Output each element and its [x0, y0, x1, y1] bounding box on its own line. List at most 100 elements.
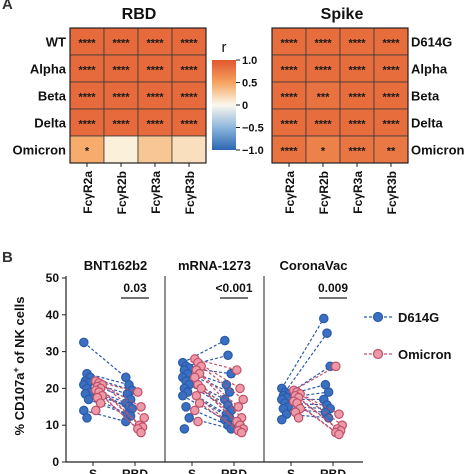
p-value-label: 0.03 — [123, 281, 147, 295]
rbd-significance: **** — [180, 38, 198, 50]
spike-significance: **** — [314, 65, 332, 77]
rbd-cell — [171, 108, 207, 137]
point-omicron-rbd — [233, 401, 244, 412]
rbd-cell — [103, 27, 139, 56]
spike-cell — [339, 108, 375, 137]
scatter-x-tick-label: RBD — [221, 467, 247, 474]
pair-line-omicron — [197, 362, 241, 389]
point-d614g-rbd — [323, 387, 334, 397]
panel-b-label: B — [2, 249, 13, 266]
point-omicron-rbd — [238, 394, 248, 405]
spike-frame — [271, 27, 409, 164]
p-value-label: <0.001 — [215, 281, 252, 295]
rbd-significance: **** — [112, 65, 130, 77]
pair-line-omicron — [200, 365, 244, 400]
p-value-label: 0.009 — [318, 281, 348, 295]
colorbar-label: r — [222, 39, 227, 56]
colorbar: r 1.0 0.5 0 −0.5 −1.0 — [212, 39, 264, 157]
rbd-row-label: Beta — [38, 89, 67, 104]
spike-significance: **** — [314, 38, 332, 50]
scatter-x-tick-label: RBD — [122, 467, 148, 474]
spike-row-label: Alpha — [411, 62, 448, 77]
rbd-significance: **** — [112, 119, 130, 131]
spike-significance: * — [321, 146, 326, 158]
scatter-y-tick-label: 10 — [46, 418, 60, 432]
pair-line-d614g — [281, 318, 325, 389]
pair-line-d614g — [184, 387, 227, 415]
rbd-cell — [103, 108, 139, 137]
pair-line-omicron — [95, 389, 139, 430]
pair-line-omicron — [199, 402, 242, 434]
colorbar-tick-label: 1.0 — [242, 55, 257, 67]
spike-significance: *** — [317, 92, 331, 104]
rbd-significance: **** — [78, 65, 96, 77]
point-omicron-s — [196, 383, 206, 394]
pair-line-omicron — [296, 402, 340, 435]
rbd-row-label: WT — [46, 35, 66, 50]
rbd-cell — [103, 54, 139, 83]
spike-heatmap-title: Spike — [321, 6, 364, 23]
colorbar-gradient — [212, 60, 236, 150]
spike-significance: **** — [348, 38, 366, 50]
point-omicron-rbd — [334, 429, 344, 440]
legend-label: Omicron — [398, 347, 452, 362]
scatter-group-title: BNT162b2 — [84, 258, 148, 273]
point-d614g-s — [79, 337, 89, 348]
spike-col-label: FcγR3b — [385, 171, 399, 214]
rbd-heatmap-title: RBD — [122, 6, 157, 23]
spike-significance: ** — [387, 146, 396, 158]
pair-line-omicron — [96, 386, 140, 426]
spike-significance: **** — [348, 65, 366, 77]
colorbar-tick-label: −1.0 — [242, 145, 264, 157]
spike-cell — [305, 81, 341, 110]
spike-significance: **** — [382, 65, 400, 77]
pair-line-d614g — [83, 341, 127, 378]
spike-cell — [305, 135, 341, 164]
spike-significance: **** — [280, 38, 298, 50]
spike-significance: **** — [348, 119, 366, 131]
spike-significance: **** — [280, 119, 298, 131]
scatter-x-tick-label: S — [89, 467, 97, 474]
point-d614g-s — [83, 394, 94, 405]
point-d614g-s — [184, 413, 194, 423]
rbd-significance: **** — [78, 92, 96, 104]
spike-row-label: Beta — [411, 89, 440, 104]
rbd-col-label: FcγR3a — [149, 171, 163, 214]
rbd-col-label: FcγR3b — [183, 171, 197, 214]
rbd-significance: * — [85, 146, 90, 158]
spike-cell — [373, 81, 409, 110]
point-omicron-rbd — [136, 427, 146, 438]
scatter-legend: D614G Omicron — [364, 310, 452, 362]
point-omicron-rbd — [232, 365, 242, 375]
pair-line-omicron — [293, 365, 337, 391]
point-omicron-rbd — [330, 361, 341, 372]
point-omicron-rbd — [236, 427, 247, 438]
colorbar-tick-label: 0 — [242, 100, 248, 112]
pair-line-d614g — [185, 354, 229, 367]
point-omicron-s — [293, 413, 304, 423]
colorbar-tick-label: −0.5 — [242, 123, 264, 135]
spike-cell — [271, 81, 307, 110]
point-omicron-s — [193, 416, 203, 427]
point-d614g-s — [276, 414, 287, 425]
scatter-x-tick-label: S — [188, 467, 196, 474]
pair-line-omicron — [196, 369, 239, 408]
rbd-row-label: Omicron — [13, 143, 67, 158]
rbd-frame — [69, 27, 207, 164]
rbd-significance: **** — [112, 38, 130, 50]
legend-label: D614G — [398, 310, 439, 325]
point-omicron-rbd — [139, 413, 149, 423]
pair-line-omicron — [196, 395, 239, 432]
pair-line-omicron — [299, 393, 343, 426]
rbd-col-label: FcγR2a — [81, 171, 95, 214]
point-omicron-rbd — [136, 401, 146, 412]
point-omicron-s — [91, 405, 101, 416]
panel-a-label: A — [2, 0, 13, 13]
scatter-group-title: CoronaVac — [280, 258, 348, 273]
spike-row-label: Omicron — [411, 143, 465, 158]
pair-line-omicron — [100, 387, 144, 428]
pair-line-omicron — [101, 384, 145, 419]
spike-cell — [271, 27, 307, 56]
rbd-significance: **** — [146, 65, 164, 77]
point-d614g-s — [82, 413, 92, 423]
